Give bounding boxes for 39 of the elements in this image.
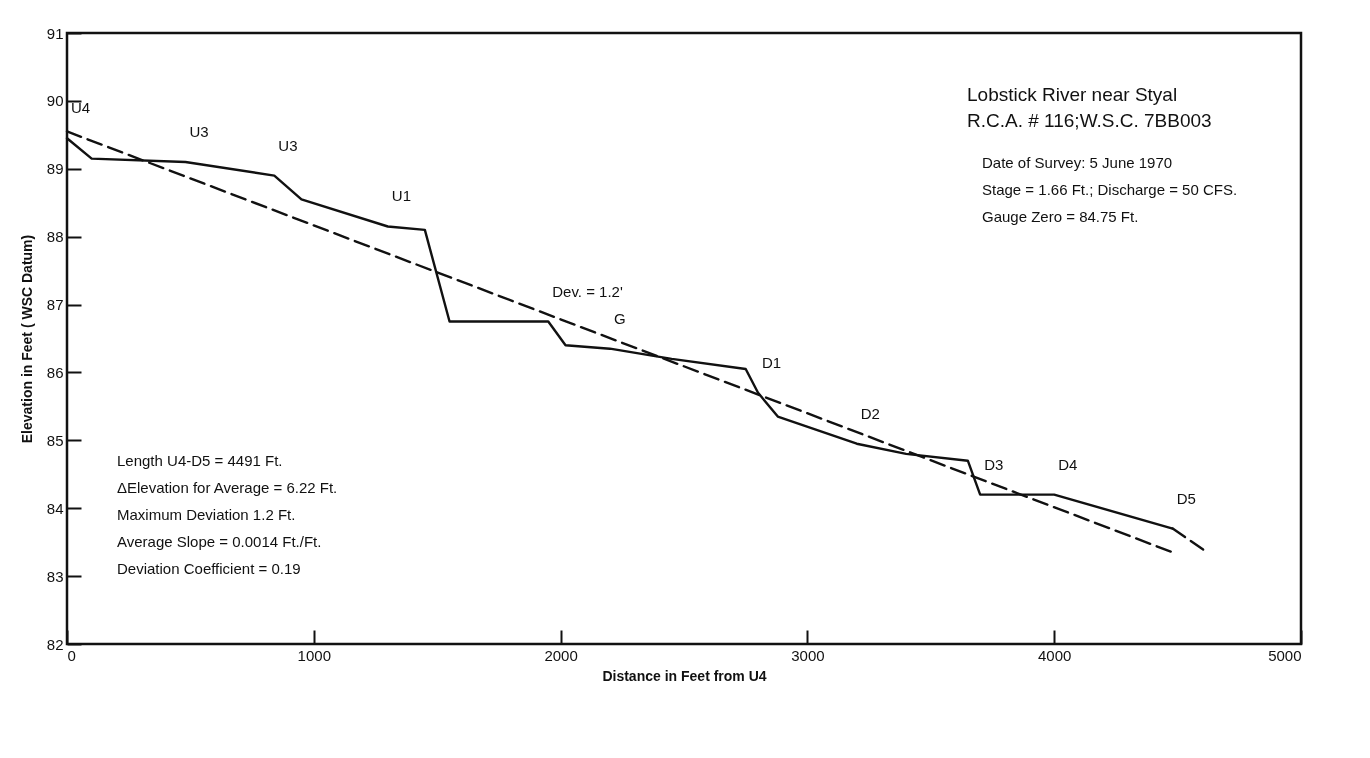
y-tick-label: 82 [46, 635, 64, 653]
x-tick-label: 4000 [1038, 646, 1072, 664]
annotation: Deviation Coefficient = 0.19 [117, 560, 301, 577]
y-tick-label: 85 [46, 431, 64, 449]
annotation: Length U4-D5 = 4491 Ft. [117, 452, 283, 469]
annotation: D3 [984, 455, 1004, 473]
annotation: ΔElevation for Average = 6.22 Ft. [117, 479, 338, 496]
annotation: D1 [762, 353, 782, 371]
annotation: Dev. = 1.2' [552, 282, 623, 300]
text: R.C.A. # 116;W.S.C. 7BB003 [967, 110, 1212, 131]
x-tick-label: 5000 [1268, 646, 1302, 664]
annotation: Gauge Zero = 84.75 Ft. [982, 208, 1139, 225]
annotation: U3 [189, 122, 209, 140]
annotation: D2 [860, 404, 880, 422]
text: Lobstick River near Styal [967, 84, 1178, 105]
x-tick-label: 3000 [791, 646, 825, 664]
annotation: Maximum Deviation 1.2 Ft. [117, 506, 296, 523]
annotation: Average Slope = 0.0014 Ft./Ft. [117, 533, 322, 550]
y-tick-label: 87 [46, 296, 64, 314]
annotation: U4 [71, 99, 91, 117]
y-axis-title: Elevation in Feet ( WSC Datum) [18, 234, 35, 444]
y-tick-label: 90 [46, 92, 64, 110]
annotation: D5 [1176, 489, 1196, 507]
y-tick-label: 89 [46, 160, 64, 178]
annotation: D4 [1058, 455, 1078, 473]
x-tick-label: 1000 [297, 646, 331, 664]
x-tick-label: 0 [67, 646, 76, 664]
annotation: U3 [278, 136, 298, 154]
y-tick-label: 88 [46, 228, 64, 246]
y-tick-label: 83 [46, 567, 64, 585]
y-tick-label: 91 [46, 24, 64, 42]
annotation: U1 [391, 187, 412, 205]
x-axis-title: Distance in Feet from U4 [602, 667, 767, 684]
y-tick-label: 84 [46, 499, 64, 517]
annotation: Date of Survey: 5 June 1970 [982, 154, 1173, 171]
x-tick-label: 2000 [544, 646, 578, 664]
annotation: Stage = 1.66 Ft.; Discharge = 50 CFS. [982, 181, 1238, 198]
y-tick-label: 86 [46, 363, 64, 381]
annotation: G [613, 309, 626, 327]
